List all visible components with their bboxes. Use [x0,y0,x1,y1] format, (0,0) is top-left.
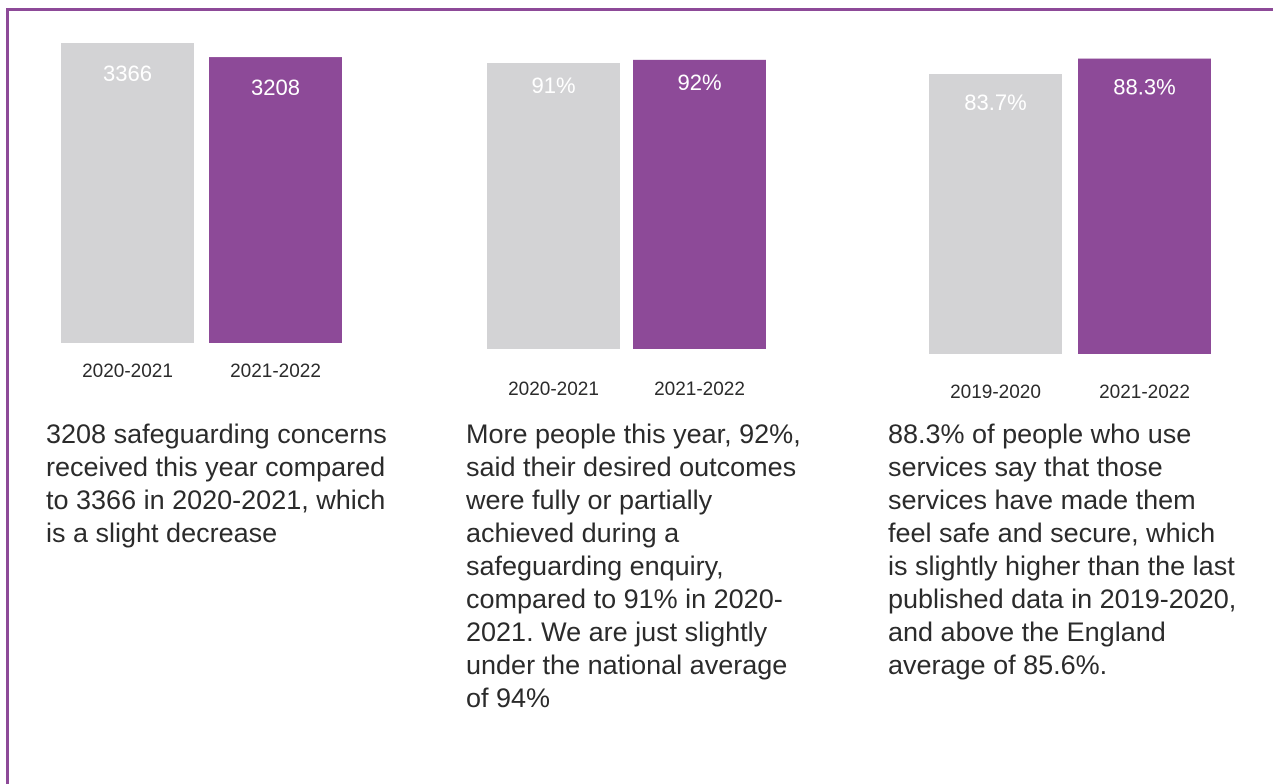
tick-label-desired-outcomes-2021-2022: 2021-2022 [654,379,745,400]
tick-label-safeguarding-concerns-2020-2021: 2020-2021 [82,361,173,382]
chart-panel-feel-safe: 83.7% 2019-2020 88.3% 2021-2022 88.3% of pe… [842,0,1242,784]
data-label-desired-outcomes-2021-2022: 92% [677,70,721,95]
data-label-desired-outcomes-2020-2021: 91% [531,73,575,98]
bar-chart-feel-safe: 83.7% 2019-2020 88.3% 2021-2022 [929,58,1211,403]
bar-feel-safe-2021-2022 [1078,58,1211,355]
bar-safeguarding-concerns-2021-2022 [209,57,342,343]
bar-chart-safeguarding-concerns: 3366 2020-2021 3208 2021-2022 [61,43,342,382]
bar-desired-outcomes-2020-2021 [487,63,620,349]
bar-desired-outcomes-2021-2022 [633,59,766,349]
tick-label-feel-safe-2019-2020: 2019-2020 [950,382,1041,403]
tick-label-desired-outcomes-2020-2021: 2020-2021 [508,379,599,400]
bar-chart-desired-outcomes: 91% 2020-2021 92% 2021-2022 [487,59,766,400]
chart-panel-desired-outcomes: 91% 2020-2021 92% 2021-2022 More people thi… [420,0,820,784]
data-label-safeguarding-concerns-2021-2022: 3208 [251,75,300,100]
caption-feel-safe: 88.3% of people who use services say tha… [888,419,1237,680]
tick-label-safeguarding-concerns-2021-2022: 2021-2022 [230,361,321,382]
data-label-feel-safe-2019-2020: 83.7% [964,90,1026,115]
bar-safeguarding-concerns-2020-2021 [61,43,194,343]
bar-feel-safe-2019-2020 [929,74,1062,354]
chart-panel-safeguarding-concerns: 3366 2020-2021 3208 2021-2022 3208 safeguar… [0,0,400,784]
data-label-safeguarding-concerns-2020-2021: 3366 [103,61,152,86]
panel-frame [6,8,1273,784]
data-label-feel-safe-2021-2022: 88.3% [1113,75,1175,100]
tick-label-feel-safe-2021-2022: 2021-2022 [1099,382,1190,403]
caption-desired-outcomes: More people this year, 92%, said their d… [466,419,801,713]
caption-safeguarding-concerns: 3208 safeguarding concerns received this… [46,419,387,548]
